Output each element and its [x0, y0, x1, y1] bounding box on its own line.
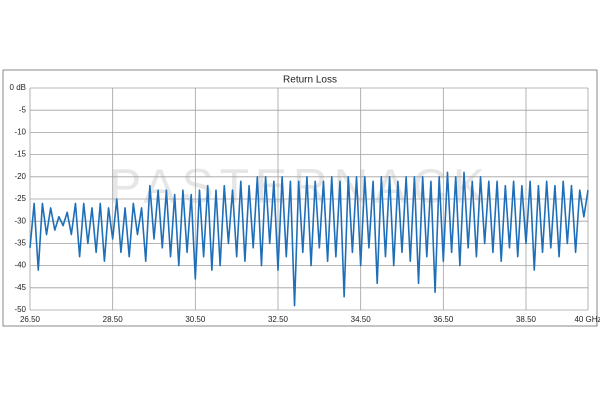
y-tick-label: -40: [14, 261, 26, 270]
y-tick-label: -5: [19, 105, 27, 114]
y-tick-label: -15: [14, 150, 26, 159]
x-tick-label: 32.50: [268, 315, 289, 324]
y-tick-label: -20: [14, 172, 26, 181]
x-tick-label: 26.50: [20, 315, 41, 324]
x-tick-label: 30.50: [185, 315, 206, 324]
y-tick-label: -50: [14, 305, 26, 314]
y-tick-label: 0 dB: [10, 83, 26, 92]
y-tick-label: -45: [14, 283, 26, 292]
x-tick-label: 40 GHz: [574, 315, 600, 324]
y-tick-label: -35: [14, 239, 26, 248]
x-tick-label: 28.50: [103, 315, 124, 324]
y-tick-label: -10: [14, 128, 26, 137]
y-tick-label: -25: [14, 194, 26, 203]
series-line: [29, 171, 589, 307]
y-tick-label: -30: [14, 216, 26, 225]
x-tick-label: 34.50: [351, 315, 372, 324]
chart-title: Return Loss: [283, 75, 337, 86]
x-tick-label: 38.50: [516, 315, 537, 324]
x-tick-label: 36.50: [433, 315, 454, 324]
